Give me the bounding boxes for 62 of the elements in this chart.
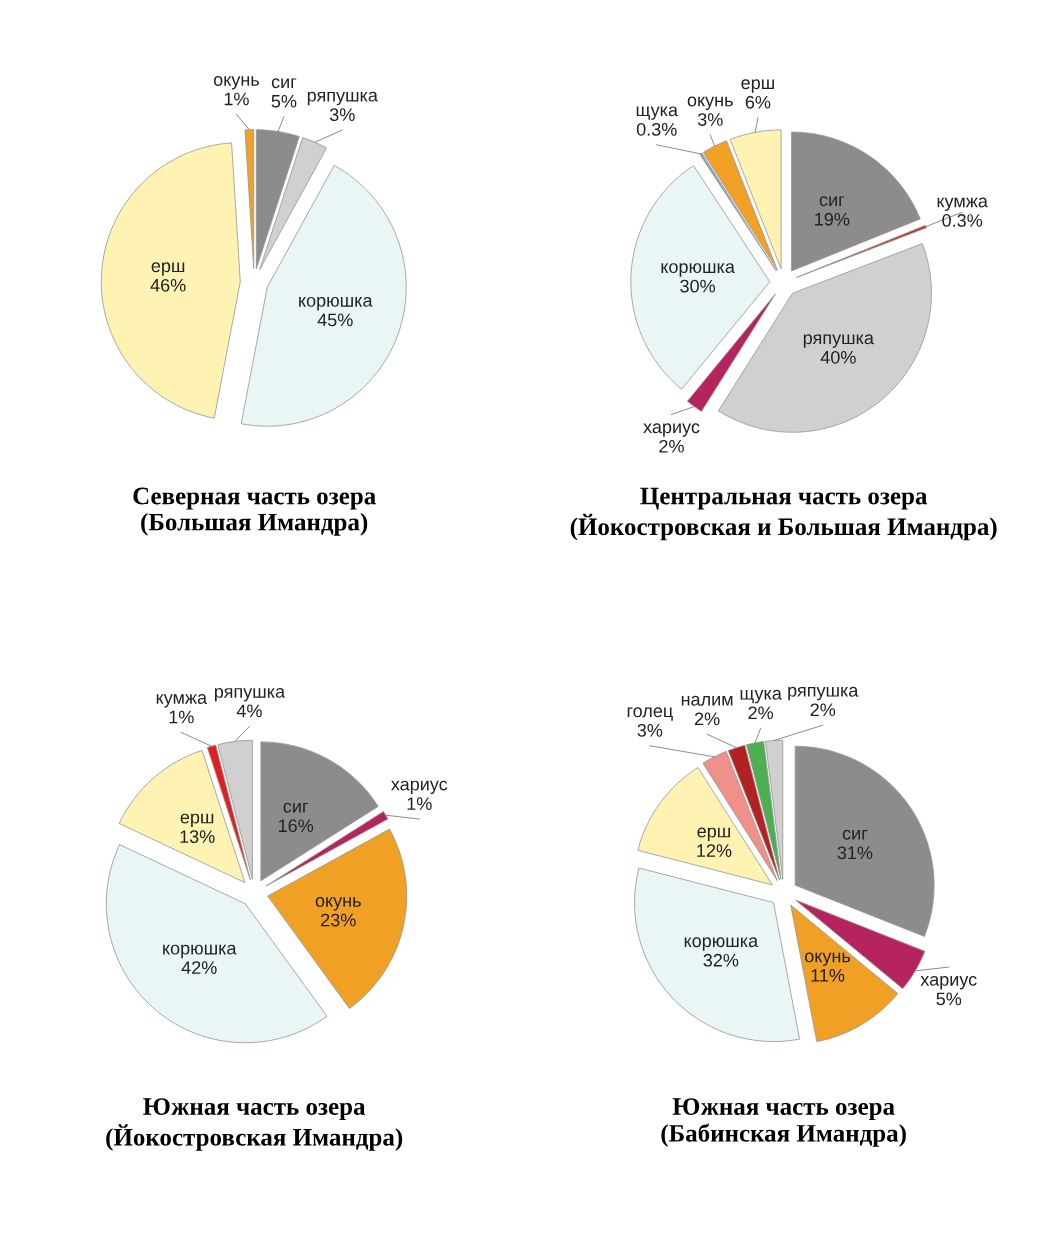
slice-label: голец	[627, 707, 673, 721]
data-label: 46%	[150, 278, 186, 292]
text: Центральная часть озера (Йокостровская и Большая Имандра)	[570, 487, 997, 541]
data-label: 31%	[837, 846, 873, 860]
slice-label: сиг	[283, 802, 308, 813]
data-label: 16%	[278, 819, 314, 833]
data-label: 11%	[811, 969, 845, 982]
slice-label: корюшка	[661, 263, 735, 277]
slice-label: окунь	[315, 897, 361, 911]
text: Северная часть озера (Большая Имандра)	[133, 487, 376, 536]
slice-label: сиг	[819, 196, 845, 207]
slice-label: окунь	[805, 952, 851, 966]
slice-label: ряпушка	[307, 91, 378, 106]
slice-label: кумжа	[937, 197, 988, 211]
slice-label: щука	[740, 689, 782, 704]
slice-label: хариус	[920, 975, 977, 990]
data-label: 32%	[703, 953, 739, 967]
data-label: 1%	[169, 710, 194, 724]
slice-label: ряпушка	[788, 686, 859, 701]
data-label: 30%	[680, 279, 716, 293]
text: Южная часть озера (Бабинская Имандра)	[661, 1098, 906, 1147]
data-label: 40%	[820, 350, 856, 364]
data-label: 23%	[321, 913, 356, 927]
data-label: 1%	[224, 92, 249, 106]
data-label: 3%	[637, 723, 663, 737]
slice-label: сиг	[271, 78, 297, 89]
text: Южная часть озера (Йокостровская Имандра)	[106, 1098, 403, 1151]
data-label: 2%	[810, 703, 836, 717]
data-label: 5%	[936, 992, 962, 1006]
data-label: 4%	[236, 704, 262, 718]
slice-label: ерш	[741, 79, 774, 93]
slice-label: ряпушка	[803, 334, 874, 348]
slice-label: окунь	[687, 96, 733, 111]
slice-label: корюшка	[299, 296, 373, 311]
slice-label: окунь	[213, 76, 259, 90]
data-label: 19%	[815, 212, 850, 226]
slice-label: ерш	[151, 262, 185, 276]
data-label: 0.3%	[942, 214, 983, 227]
slice-label: сиг	[842, 829, 868, 840]
data-label: 2%	[694, 712, 720, 726]
slice-label: ерш	[697, 827, 730, 842]
data-label: 5%	[271, 94, 297, 108]
data-label: 42%	[181, 961, 217, 974]
data-label: 1%	[407, 797, 432, 810]
data-label: 2%	[748, 706, 774, 720]
slice-label: хариус	[391, 780, 448, 795]
slice-label: щука	[636, 106, 678, 120]
data-label: 0.3%	[636, 122, 677, 136]
data-label: 3%	[697, 113, 723, 126]
data-label: 12%	[697, 844, 732, 857]
slice-label: хариус	[643, 423, 700, 437]
slice-label: кумжа	[156, 694, 208, 708]
slice-label: корюшка	[684, 937, 759, 951]
slice-label: ряпушка	[214, 687, 286, 702]
data-label: 2%	[659, 439, 684, 453]
slice-label: налим	[681, 695, 733, 706]
slice-label: ерш	[180, 813, 214, 828]
data-label: 6%	[745, 95, 771, 109]
data-label: 3%	[329, 108, 355, 122]
slice-label: корюшка	[163, 944, 237, 959]
data-label: 45%	[317, 313, 353, 327]
data-label: 13%	[180, 830, 215, 843]
